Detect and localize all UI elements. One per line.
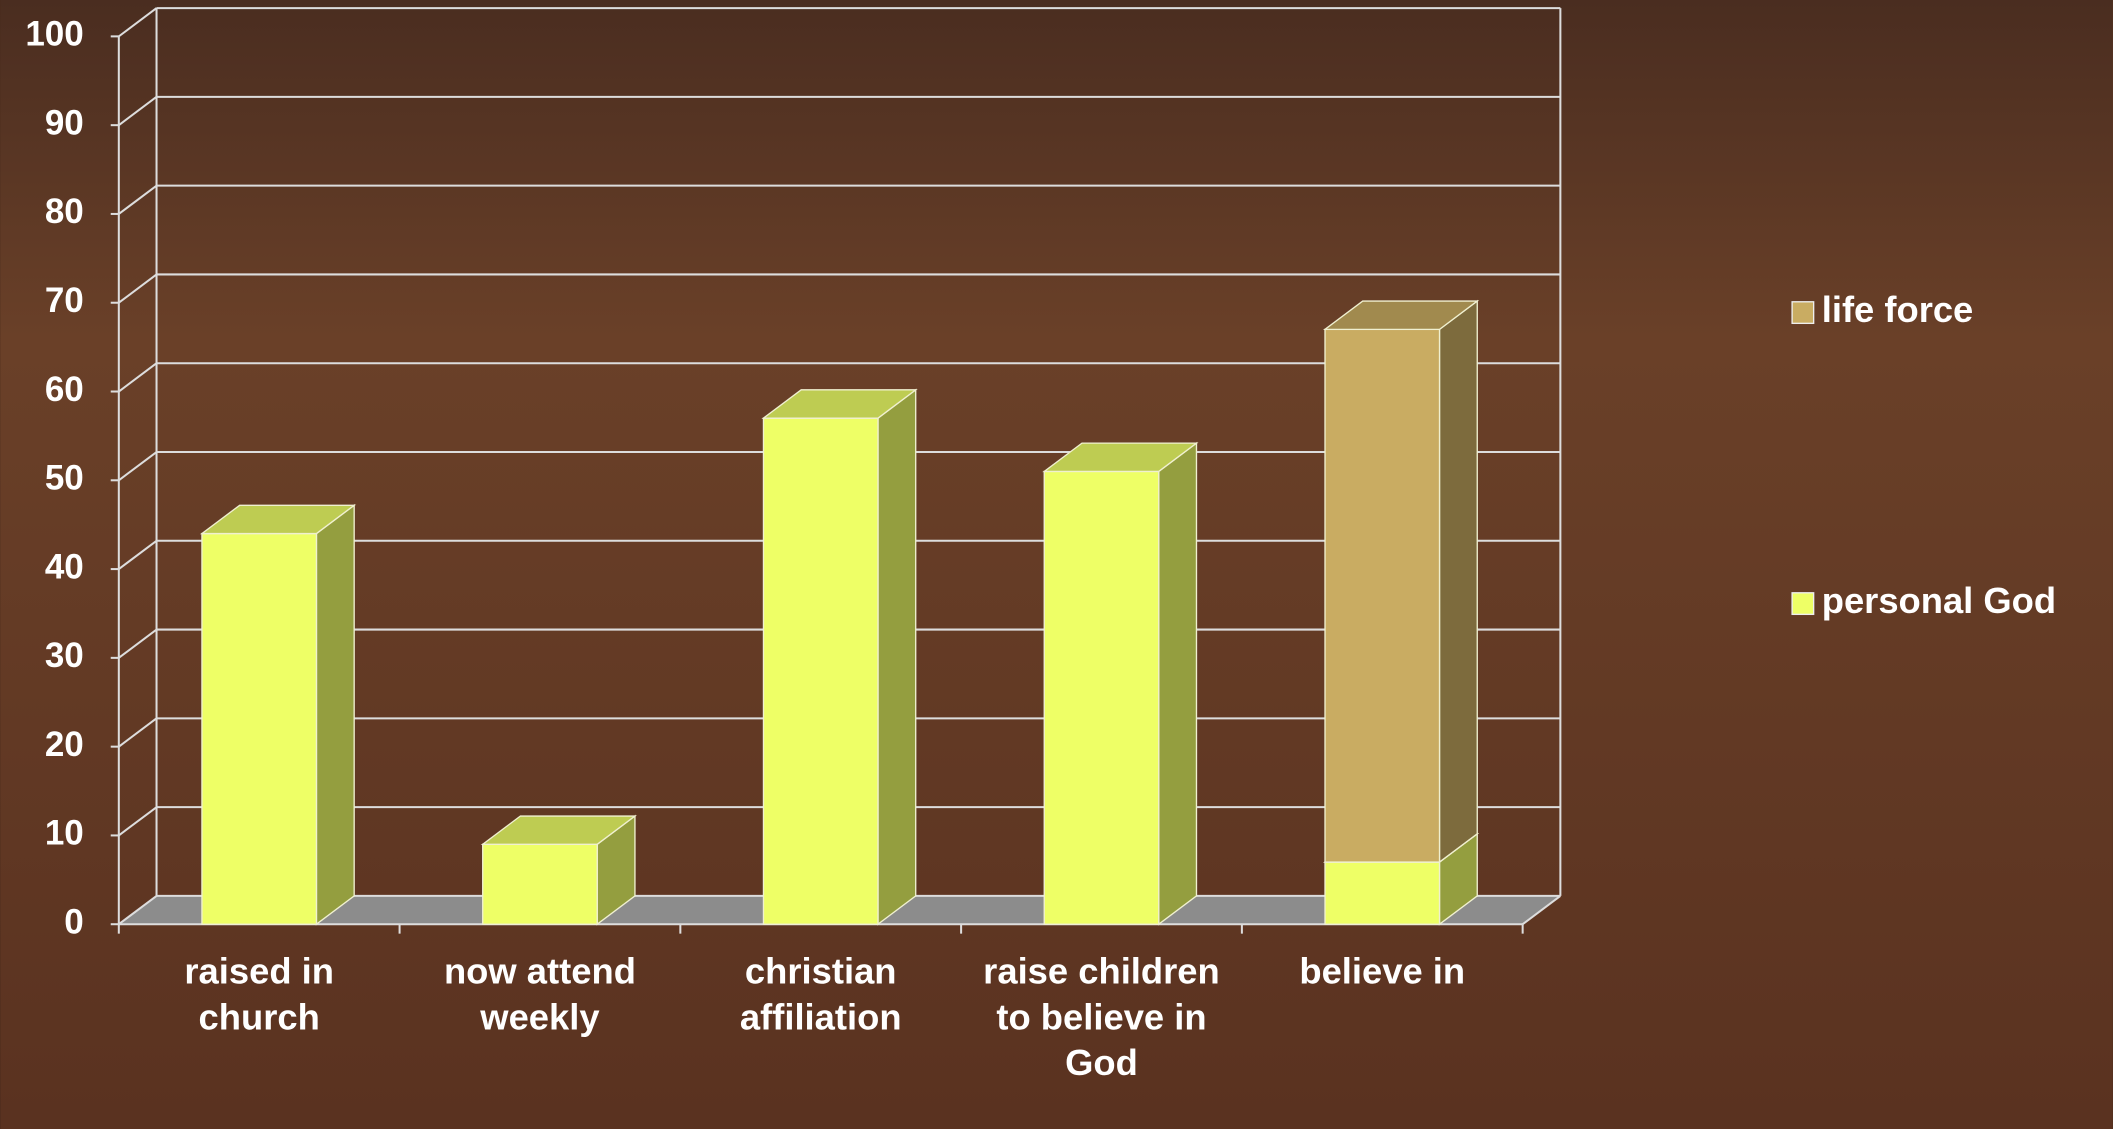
grid-line <box>118 451 158 482</box>
bar-top <box>761 389 918 419</box>
grid-line <box>118 96 158 126</box>
floor-edge <box>1522 895 1561 926</box>
grid-line <box>118 806 158 837</box>
y-tick-label: 70 <box>45 281 84 320</box>
grid-line <box>118 895 158 926</box>
grid-line <box>118 184 158 215</box>
bar <box>762 417 879 925</box>
x-tick-label-box: raise children to believe in God <box>983 951 1220 1084</box>
y-tick-label: 90 <box>45 103 84 142</box>
x-tick-label-box: now attend weekly <box>443 951 636 1038</box>
grid-line <box>118 7 158 38</box>
bar-top <box>1042 442 1199 473</box>
bar-side <box>877 388 917 926</box>
grid-line <box>118 539 158 570</box>
legend-swatch <box>1791 301 1815 325</box>
bar-top <box>1322 300 1480 331</box>
bar-top <box>199 504 357 535</box>
grid-line <box>118 362 158 393</box>
x-tick-label: now attend weekly <box>443 951 636 1038</box>
x-tick-label: raised in church <box>184 951 334 1038</box>
bar <box>482 843 598 925</box>
legend-label: personal God <box>1822 580 2056 621</box>
bar-top <box>480 815 637 845</box>
y-tick-label: 20 <box>45 725 84 764</box>
x-tick-label-box: believe in <box>1299 951 1466 992</box>
grid-line <box>118 273 158 304</box>
bar <box>201 532 318 925</box>
bar-side <box>1158 441 1198 926</box>
grid-line <box>118 717 158 748</box>
bar <box>1324 328 1441 863</box>
y-tick-label: 10 <box>45 814 84 853</box>
y-tick-label: 40 <box>45 547 84 586</box>
x-tick-label-box: christian affiliation <box>739 951 902 1038</box>
grid-line <box>118 628 158 659</box>
bar <box>1043 470 1160 925</box>
x-tick-label: raise children to believe in God <box>983 951 1220 1084</box>
bar <box>1324 861 1441 925</box>
y-tick-label: 50 <box>45 459 84 498</box>
x-tick-label-box: raised in church <box>184 951 334 1038</box>
bar-side <box>1438 299 1478 864</box>
y-tick-label: 60 <box>45 370 84 409</box>
y-tick-label: 0 <box>64 902 83 941</box>
legend-swatch <box>1791 592 1815 616</box>
y-tick-label: 80 <box>45 192 84 231</box>
x-tick-label: christian affiliation <box>739 951 902 1038</box>
x-tick-label: believe in <box>1299 951 1466 992</box>
legend-label: life force <box>1822 289 1974 330</box>
y-tick-label: 100 <box>25 15 83 54</box>
bar-side <box>315 503 355 926</box>
y-tick-label: 30 <box>45 636 84 675</box>
